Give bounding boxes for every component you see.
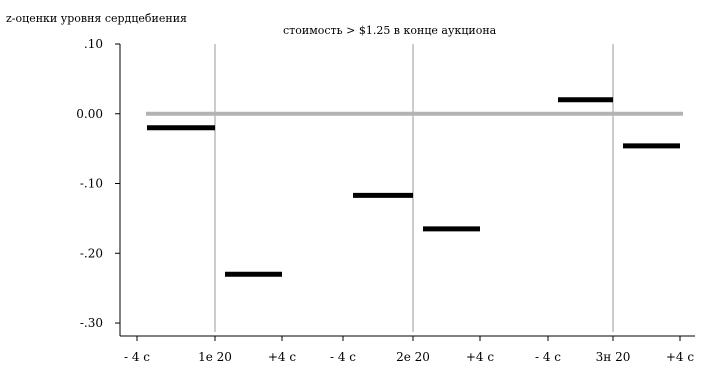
x-tick-label: +4 с (666, 350, 695, 364)
x-tick-label: +4 с (268, 350, 297, 364)
axes (119, 44, 695, 337)
x-tick-label: - 4 с (330, 350, 356, 364)
x-tick-label: - 4 с (535, 350, 561, 364)
y-tick-label: -.20 (80, 246, 103, 260)
y-tick-label: 0.00 (76, 107, 103, 121)
x-tick-label: - 4 с (124, 350, 150, 364)
y-tick-label: -.10 (80, 177, 103, 191)
x-tick-label: 2е 20 (396, 350, 430, 364)
x-tick-label: +4 с (466, 350, 495, 364)
y-tick-label: -.30 (80, 316, 103, 330)
bid-gridlines (214, 44, 614, 332)
chart-title: стоимость > $1.25 в конце аукциона (283, 24, 497, 37)
series-segments (147, 97, 680, 277)
x-tick-label: 3н 20 (596, 350, 631, 364)
x-tick-label: 1е 20 (198, 350, 232, 364)
x-ticks: - 4 с 1е 20 +4 с - 4 с 2е 20 +4 с - 4 с 3н 20 +4… (124, 336, 694, 364)
y-ticks: .10 0.00 -.10 -.20 -.30 (76, 37, 120, 330)
y-tick-label: .10 (84, 37, 103, 51)
y-axis-label: z-оценки уровня сердцебиения (6, 12, 187, 25)
